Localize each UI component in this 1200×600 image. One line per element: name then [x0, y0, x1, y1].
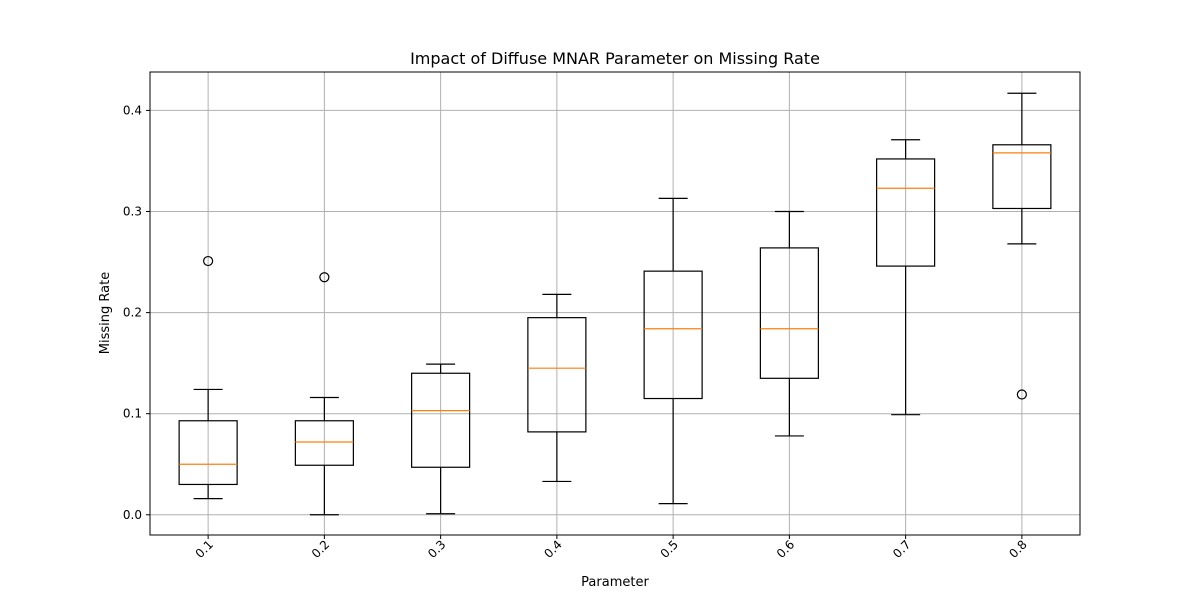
- y-axis-label: Missing Rate: [98, 272, 113, 354]
- x-tick-label: 0.6: [774, 537, 797, 560]
- outlier-point: [319, 272, 330, 283]
- box-plot-series: [178, 92, 1052, 516]
- y-tick-label: 0.0: [123, 508, 142, 522]
- box-0.8: [992, 92, 1052, 400]
- x-tick-label: 0.1: [193, 537, 216, 560]
- x-axis-label: Parameter: [581, 575, 649, 590]
- box-0.6: [759, 210, 819, 437]
- x-tick-label: 0.3: [425, 537, 448, 560]
- box-0.5: [643, 197, 703, 505]
- y-tick-label: 0.1: [123, 407, 142, 421]
- y-tick-label: 0.4: [123, 103, 142, 117]
- box-0.2: [294, 272, 354, 516]
- chart-title: Impact of Diffuse MNAR Parameter on Miss…: [410, 49, 820, 68]
- x-tick-label: 0.8: [1006, 537, 1029, 560]
- box-0.4: [527, 293, 587, 483]
- iqr-box: [759, 247, 819, 379]
- grid-lines: [150, 72, 1080, 535]
- iqr-box: [411, 372, 471, 468]
- y-tick-label: 0.3: [123, 205, 142, 219]
- outlier-point: [203, 255, 214, 267]
- y-tick-label: 0.2: [123, 306, 142, 320]
- iqr-box: [876, 158, 936, 267]
- iqr-box: [527, 317, 587, 433]
- x-tick-label: 0.2: [309, 537, 332, 560]
- axes: 0.0 0.1 0.2 0.3 0.4 0.1 0.2 0.3 0.4 0.5 0.6 0.7 0.8: [123, 103, 1030, 560]
- x-tick-label: 0.4: [541, 537, 564, 560]
- box-0.3: [411, 363, 471, 515]
- iqr-box: [294, 420, 354, 466]
- iqr-box: [178, 420, 238, 486]
- outlier-point: [1016, 389, 1027, 400]
- plot-frame: [149, 71, 1081, 536]
- box-0.1: [178, 255, 238, 500]
- iqr-box: [643, 270, 703, 400]
- x-tick-label: 0.7: [890, 537, 913, 560]
- x-tick-label: 0.5: [658, 537, 681, 560]
- iqr-box: [992, 144, 1052, 210]
- box-0.7: [876, 139, 936, 416]
